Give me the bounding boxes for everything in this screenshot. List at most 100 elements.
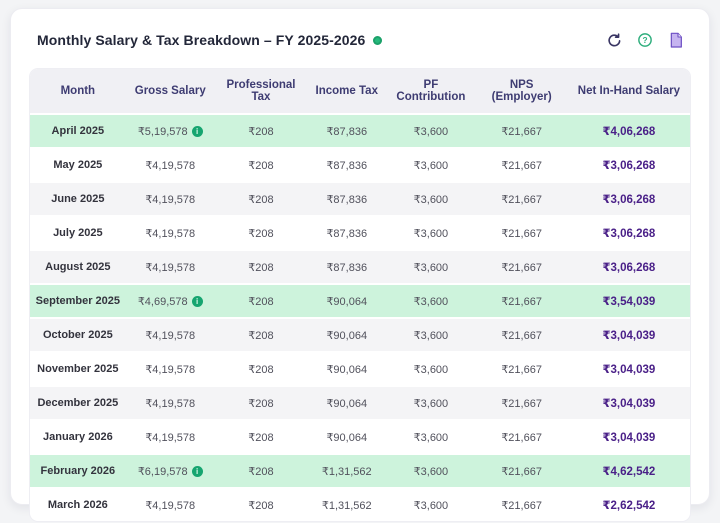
table-row: July 2025 ₹4,19,578 ₹208 ₹87,836 ₹3,600 ₹21,6… — [30, 215, 690, 250]
gross-salary-cell: ₹6,19,578 i — [125, 453, 215, 488]
gross-salary-value: ₹4,19,578 — [145, 261, 196, 274]
gross-salary-cell: ₹4,19,578 — [125, 317, 215, 352]
professional-tax-cell: ₹208 — [214, 181, 308, 216]
gross-salary-value: ₹4,19,578 — [145, 227, 196, 240]
refresh-button[interactable] — [605, 31, 623, 49]
month-cell: August 2025 — [30, 249, 126, 284]
professional-tax-cell: ₹208 — [214, 249, 308, 284]
nps-employer-cell: ₹21,667 — [475, 249, 568, 284]
nps-employer-cell: ₹21,667 — [475, 113, 568, 148]
info-icon[interactable]: i — [191, 126, 203, 138]
nps-employer-cell: ₹21,667 — [475, 181, 568, 216]
pf-contribution-cell: ₹3,600 — [386, 283, 476, 318]
gross-salary-cell: ₹4,19,578 — [125, 249, 215, 284]
export-document-button[interactable] — [667, 31, 685, 49]
month-cell: July 2025 — [30, 215, 126, 250]
salary-breakdown-card: Monthly Salary & Tax Breakdown – FY 2025… — [10, 8, 710, 522]
income-tax-cell: ₹90,064 — [307, 419, 387, 454]
professional-tax-cell: ₹208 — [214, 147, 308, 182]
table-row: January 2026 ₹4,19,578 ₹208 ₹90,064 ₹3,600 ₹2… — [30, 419, 690, 454]
professional-tax-cell: ₹208 — [214, 283, 308, 318]
table-row: August 2025 ₹4,19,578 ₹208 ₹87,836 ₹3,600 ₹21… — [30, 249, 690, 284]
pf-contribution-cell: ₹3,600 — [386, 385, 476, 420]
pf-contribution-cell: ₹3,600 — [386, 453, 476, 488]
professional-tax-cell: ₹208 — [214, 487, 308, 521]
income-tax-cell: ₹90,064 — [307, 317, 387, 352]
gross-salary-cell: ₹4,19,578 — [125, 147, 215, 182]
month-cell: April 2025 — [30, 113, 126, 148]
nps-employer-cell: ₹21,667 — [475, 351, 568, 386]
gross-salary-cell: ₹4,19,578 — [125, 385, 215, 420]
table-row: February 2026 ₹6,19,578 i ₹208 ₹1,31,562 ₹3,6… — [30, 453, 690, 488]
gross-salary-value: ₹4,19,578 — [145, 193, 196, 206]
net-in-hand-cell: ₹2,62,542 — [567, 487, 690, 521]
gross-salary-cell: ₹4,19,578 — [125, 215, 215, 250]
gross-salary-value: ₹4,19,578 — [145, 329, 196, 342]
nps-employer-cell: ₹21,667 — [475, 385, 568, 420]
gross-salary-value: ₹4,69,578 — [137, 295, 188, 308]
net-in-hand-cell: ₹3,04,039 — [567, 385, 690, 420]
card-header: Monthly Salary & Tax Breakdown – FY 2025… — [29, 23, 691, 55]
net-in-hand-cell: ₹3,06,268 — [567, 215, 690, 250]
net-in-hand-cell: ₹3,54,039 — [567, 283, 690, 318]
table-row: December 2025 ₹4,19,578 ₹208 ₹90,064 ₹3,600 ₹… — [30, 385, 690, 420]
income-tax-cell: ₹87,836 — [307, 147, 387, 182]
income-tax-cell: ₹90,064 — [307, 385, 387, 420]
info-icon[interactable]: i — [191, 466, 203, 478]
gross-salary-cell: ₹4,19,578 — [125, 181, 215, 216]
gross-salary-cell: ₹4,19,578 — [125, 419, 215, 454]
pf-contribution-cell: ₹3,600 — [386, 113, 476, 148]
table-row: September 2025 ₹4,69,578 i ₹208 ₹90,064 ₹3,60… — [30, 283, 690, 318]
header-actions: ? — [605, 31, 685, 49]
column-header-income-tax: Income Tax — [307, 69, 387, 114]
svg-text:?: ? — [642, 35, 647, 45]
pf-contribution-cell: ₹3,600 — [386, 215, 476, 250]
income-tax-cell: ₹87,836 — [307, 113, 387, 148]
gross-salary-cell: ₹5,19,578 i — [125, 113, 215, 148]
table-row: April 2025 ₹5,19,578 i ₹208 ₹87,836 ₹3,600 ₹21… — [30, 113, 690, 148]
gross-salary-value: ₹4,19,578 — [145, 159, 196, 172]
month-cell: October 2025 — [30, 317, 126, 352]
net-in-hand-cell: ₹3,06,268 — [567, 249, 690, 284]
nps-employer-cell: ₹21,667 — [475, 147, 568, 182]
month-cell: November 2025 — [30, 351, 126, 386]
professional-tax-cell: ₹208 — [214, 453, 308, 488]
nps-employer-cell: ₹21,667 — [475, 487, 568, 521]
column-header-gross-salary: Gross Salary — [125, 69, 215, 114]
column-header-month: Month — [30, 69, 126, 114]
pf-contribution-cell: ₹3,600 — [386, 249, 476, 284]
column-header-nps-employer: NPS (Employer) — [475, 69, 568, 114]
income-tax-cell: ₹87,836 — [307, 249, 387, 284]
status-dot-icon — [373, 35, 383, 45]
table-row: June 2025 ₹4,19,578 ₹208 ₹87,836 ₹3,600 ₹21,6… — [30, 181, 690, 216]
gross-salary-cell: ₹4,19,578 — [125, 487, 215, 521]
salary-table-container: Month Gross Salary Professional Tax Income … — [29, 68, 691, 522]
pf-contribution-cell: ₹3,600 — [386, 181, 476, 216]
gross-salary-value: ₹4,19,578 — [145, 397, 196, 410]
professional-tax-cell: ₹208 — [214, 419, 308, 454]
net-in-hand-cell: ₹3,04,039 — [567, 351, 690, 386]
month-cell: February 2026 — [30, 453, 126, 488]
nps-employer-cell: ₹21,667 — [475, 215, 568, 250]
nps-employer-cell: ₹21,667 — [475, 453, 568, 488]
gross-salary-cell: ₹4,69,578 i — [125, 283, 215, 318]
nps-employer-cell: ₹21,667 — [475, 317, 568, 352]
pf-contribution-cell: ₹3,600 — [386, 487, 476, 521]
refresh-icon — [607, 32, 622, 48]
income-tax-cell: ₹87,836 — [307, 215, 387, 250]
gross-salary-cell: ₹4,19,578 — [125, 351, 215, 386]
income-tax-cell: ₹1,31,562 — [307, 453, 387, 488]
help-icon: ? — [637, 32, 653, 48]
help-button[interactable]: ? — [636, 31, 654, 49]
info-icon[interactable]: i — [191, 296, 203, 308]
professional-tax-cell: ₹208 — [214, 385, 308, 420]
nps-employer-cell: ₹21,667 — [475, 283, 568, 318]
table-row: May 2025 ₹4,19,578 ₹208 ₹87,836 ₹3,600 ₹21,66… — [30, 147, 690, 182]
professional-tax-cell: ₹208 — [214, 351, 308, 386]
gross-salary-value: ₹4,19,578 — [145, 431, 196, 444]
net-in-hand-cell: ₹4,06,268 — [567, 113, 690, 148]
gross-salary-value: ₹5,19,578 — [137, 125, 188, 138]
month-cell: January 2026 — [30, 419, 126, 454]
document-icon — [669, 32, 683, 48]
column-header-pf-contribution: PF Contribution — [386, 69, 476, 114]
